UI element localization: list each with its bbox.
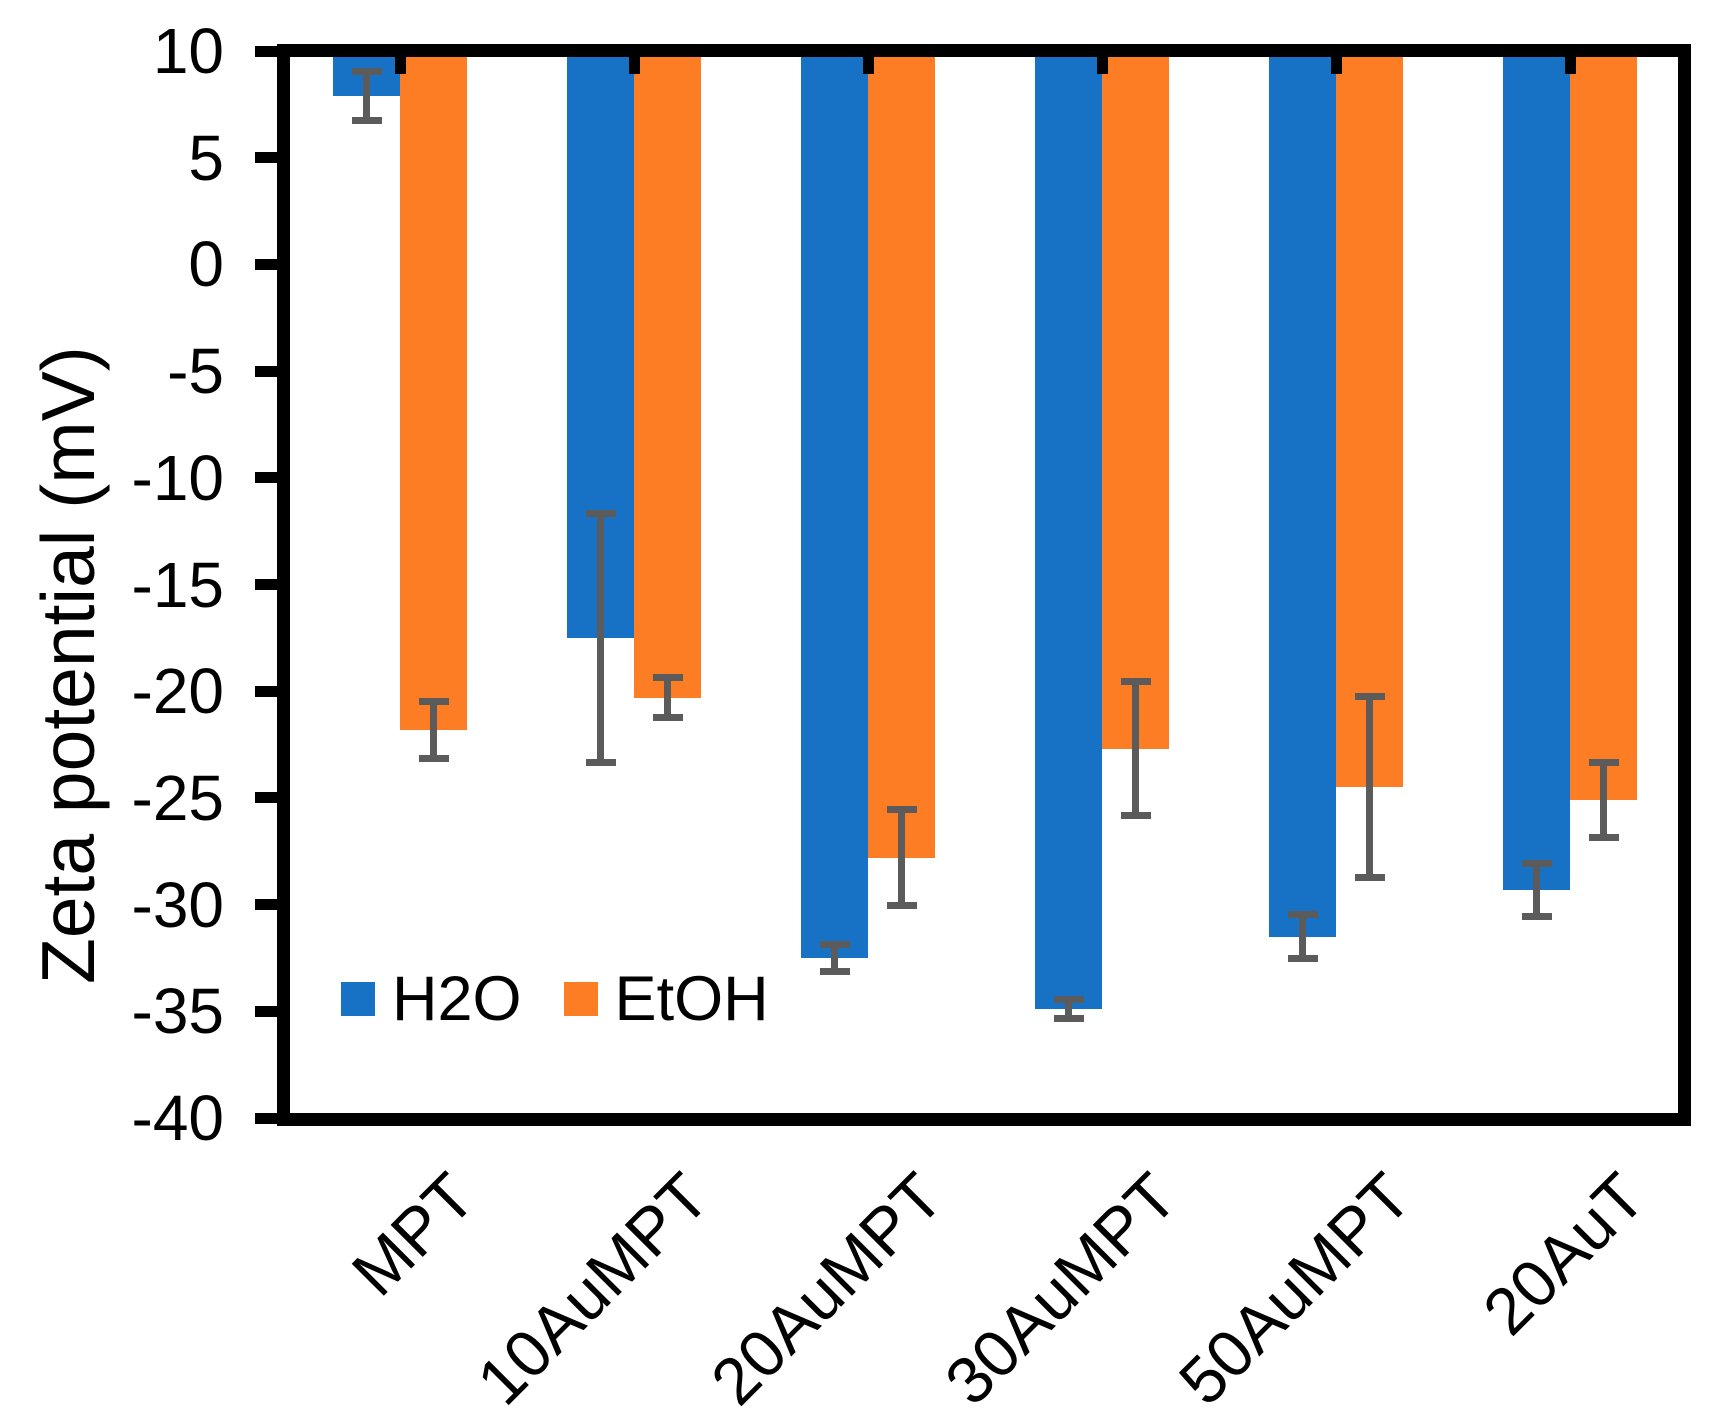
h2o-bar-20AuMPT (801, 57, 868, 958)
x-axis-top-tick (1564, 57, 1576, 74)
h2o-error-bar-MPT (363, 68, 370, 124)
legend-swatch (563, 982, 598, 1016)
y-tick (255, 685, 281, 697)
y-tick (255, 792, 281, 804)
y-tick-label: -35 (131, 975, 225, 1048)
error-bar-cap (585, 758, 616, 766)
etoh-error-bar-20AuMPT (898, 806, 905, 909)
h2o-error-bar-20AuMPT (831, 940, 838, 976)
h2o-error-bar-50AuMPT (1299, 911, 1306, 963)
x-axis-top-tick (394, 57, 406, 74)
category-label-30AuMPT: 30AuMPT (930, 1158, 1191, 1419)
error-bar-cap (351, 116, 382, 124)
legend-label: EtOH (614, 964, 769, 1034)
error-bar-cap (418, 697, 449, 705)
etoh-error-bar-50AuMPT (1366, 693, 1373, 882)
x-axis-top-tick (628, 57, 640, 74)
h2o-error-bar-30AuMPT (1065, 996, 1072, 1022)
y-tick (255, 365, 281, 377)
error-bar-cap (1053, 996, 1084, 1004)
category-label-20AuMPT: 20AuMPT (696, 1158, 957, 1419)
error-bar-cap (819, 940, 850, 948)
error-bar-cap (1588, 833, 1619, 841)
y-tick-label: -40 (131, 1082, 225, 1154)
etoh-bar-20AuMPT (868, 57, 935, 858)
y-tick-label: -5 (167, 335, 224, 408)
legend-item-etoh: EtOH (563, 964, 769, 1034)
y-tick-label: 0 (188, 228, 224, 301)
h2o-bar-20AuT (1503, 57, 1570, 890)
error-bar-cap (1354, 693, 1385, 701)
etoh-bar-30AuMPT (1102, 57, 1169, 749)
y-tick-label: -10 (131, 441, 225, 514)
etoh-bar-50AuMPT (1336, 57, 1403, 788)
x-axis-top-tick (862, 57, 874, 74)
y-tick (255, 1005, 281, 1017)
error-bar-cap (1354, 874, 1385, 882)
etoh-error-bar-30AuMPT (1132, 678, 1139, 820)
error-bar-cap (652, 714, 683, 722)
error-bar-cap (1120, 812, 1151, 820)
category-label-10AuMPT: 10AuMPT (462, 1158, 723, 1419)
error-bar-cap (886, 806, 917, 814)
category-label-20AuT: 20AuT (1468, 1158, 1659, 1349)
y-tick (255, 579, 281, 590)
category-label-MPT: MPT (337, 1158, 489, 1310)
error-bar-cap (652, 674, 683, 682)
y-tick (255, 1112, 281, 1124)
y-tick (255, 899, 281, 911)
category-label-50AuMPT: 50AuMPT (1164, 1158, 1425, 1419)
error-bar-cap (418, 754, 449, 762)
etoh-bar-20AuT (1570, 57, 1637, 801)
error-bar-cap (819, 968, 850, 976)
h2o-error-bar-10AuMPT (597, 509, 604, 766)
error-bar-cap (585, 509, 616, 517)
y-tick-label: -20 (131, 655, 225, 728)
legend: H2O EtOH (341, 964, 769, 1034)
y-tick-label: 5 (188, 121, 224, 194)
y-tick (255, 258, 281, 270)
error-bar-cap (886, 901, 917, 909)
error-bar-cap (1588, 759, 1619, 767)
etoh-bar-10AuMPT (634, 57, 701, 698)
error-bar-cap (1521, 912, 1552, 920)
h2o-bar-30AuMPT (1035, 57, 1102, 1010)
h2o-error-bar-20AuT (1533, 859, 1540, 920)
x-axis-top-tick (1096, 57, 1108, 74)
legend-item-h2o: H2O (341, 964, 522, 1034)
y-tick-label: 10 (152, 15, 224, 87)
h2o-bar-50AuMPT (1269, 57, 1336, 937)
legend-label: H2O (392, 964, 522, 1034)
y-tick-label: -30 (131, 868, 225, 941)
y-tick (255, 472, 281, 484)
error-bar-cap (1287, 911, 1318, 918)
y-tick-label: -25 (131, 761, 225, 834)
error-bar-cap (351, 68, 382, 76)
error-bar-cap (1287, 955, 1318, 963)
etoh-bar-MPT (400, 57, 467, 730)
x-axis-top-tick (1330, 57, 1342, 74)
error-bar-cap (1053, 1014, 1084, 1022)
error-bar-cap (1521, 859, 1552, 867)
error-bar-cap (1120, 678, 1151, 686)
y-tick-label: -15 (131, 548, 225, 621)
etoh-error-bar-10AuMPT (664, 674, 671, 722)
y-tick (255, 152, 281, 164)
etoh-error-bar-20AuT (1600, 759, 1607, 841)
etoh-error-bar-MPT (430, 697, 437, 762)
legend-swatch (341, 982, 375, 1016)
y-tick (255, 45, 281, 57)
